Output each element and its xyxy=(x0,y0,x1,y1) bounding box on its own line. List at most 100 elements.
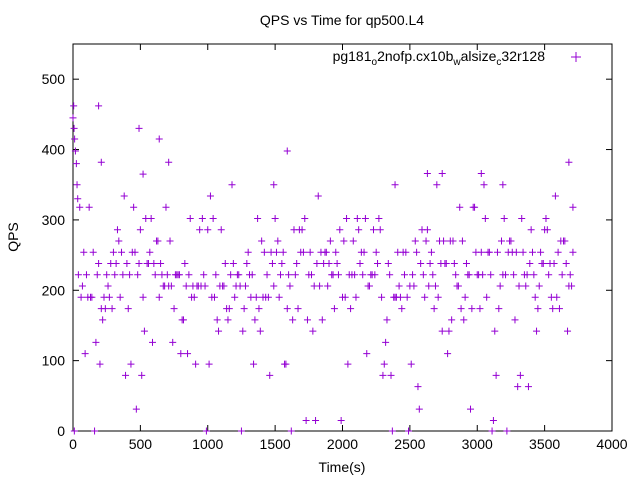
data-point xyxy=(533,327,541,335)
data-point xyxy=(149,338,157,346)
data-point xyxy=(182,282,190,290)
data-point xyxy=(566,271,574,279)
data-point xyxy=(179,316,187,324)
data-point xyxy=(503,427,511,435)
y-tick-label: 300 xyxy=(42,212,66,228)
data-point xyxy=(306,248,314,256)
data-point xyxy=(184,350,192,358)
data-point xyxy=(177,350,185,358)
data-point xyxy=(387,371,395,379)
chart-title: QPS vs Time for qp500.L4 xyxy=(260,12,424,28)
data-point xyxy=(564,327,572,335)
data-point xyxy=(96,360,104,368)
data-point-outlier xyxy=(438,169,446,177)
data-point xyxy=(258,237,266,245)
data-point xyxy=(384,260,392,268)
data-point xyxy=(422,237,430,245)
data-point xyxy=(549,305,557,313)
data-point-outlier xyxy=(71,135,79,143)
y-tick-label: 0 xyxy=(57,423,65,439)
data-point xyxy=(286,282,294,290)
data-point xyxy=(154,237,162,245)
data-point xyxy=(251,316,259,324)
data-point-outlier xyxy=(270,181,278,189)
y-tick-label: 100 xyxy=(42,353,66,369)
data-point xyxy=(454,282,462,290)
data-point-outlier xyxy=(477,169,485,177)
data-point xyxy=(402,248,410,256)
data-point xyxy=(130,203,138,211)
data-point xyxy=(324,282,332,290)
data-point xyxy=(363,350,371,358)
data-point xyxy=(185,271,193,279)
data-point xyxy=(456,203,464,211)
data-point xyxy=(489,416,497,424)
legend-marker-plus xyxy=(571,52,581,62)
data-point xyxy=(379,371,387,379)
data-point xyxy=(502,271,510,279)
data-point xyxy=(487,271,495,279)
y-axis-label: QPS xyxy=(5,222,21,252)
data-point xyxy=(550,260,558,268)
data-point xyxy=(537,248,545,256)
data-point xyxy=(76,203,84,211)
data-point xyxy=(204,226,212,234)
data-point xyxy=(318,316,326,324)
y-tick-label: 400 xyxy=(42,142,66,158)
data-point xyxy=(386,271,394,279)
data-point xyxy=(396,293,404,301)
data-point xyxy=(351,271,359,279)
data-point xyxy=(244,248,252,256)
data-point-outlier xyxy=(70,124,78,132)
data-point xyxy=(545,271,553,279)
data-point xyxy=(74,271,82,279)
data-point xyxy=(558,271,566,279)
data-point xyxy=(468,305,476,313)
data-point xyxy=(444,350,452,358)
data-point-outlier xyxy=(135,124,143,132)
data-point xyxy=(279,248,287,256)
data-point xyxy=(209,215,217,223)
data-point xyxy=(326,237,334,245)
data-point xyxy=(457,305,465,313)
data-point xyxy=(221,260,229,268)
axis-ticks: 0 500 1000 1500 2000 2500 3000 3500 4000 0 100 200 3… xyxy=(42,44,628,452)
data-point xyxy=(93,271,101,279)
data-point xyxy=(488,427,496,435)
data-point xyxy=(119,271,127,279)
data-point xyxy=(496,282,504,290)
data-point xyxy=(82,271,90,279)
data-point xyxy=(413,248,421,256)
data-point xyxy=(395,282,403,290)
data-point xyxy=(157,260,165,268)
data-point xyxy=(196,226,204,234)
data-point-outlier xyxy=(95,102,103,110)
data-point xyxy=(217,226,225,234)
data-point xyxy=(298,226,306,234)
legend-plus-icon xyxy=(571,52,581,62)
data-point xyxy=(289,316,297,324)
data-point xyxy=(210,293,218,301)
data-point xyxy=(134,271,142,279)
data-point xyxy=(452,271,460,279)
data-point xyxy=(167,282,175,290)
data-point xyxy=(518,215,526,223)
data-point-outlier xyxy=(569,203,577,211)
data-point xyxy=(237,427,245,435)
data-point xyxy=(95,260,103,268)
data-point xyxy=(407,360,415,368)
data-point-outlier xyxy=(70,102,78,110)
data-point xyxy=(493,248,501,256)
data-point xyxy=(325,260,333,268)
data-point-outlier xyxy=(73,181,81,189)
data-point xyxy=(438,327,446,335)
data-point xyxy=(268,260,276,268)
data-point xyxy=(255,305,263,313)
data-point xyxy=(301,215,309,223)
data-point xyxy=(415,405,423,413)
data-point xyxy=(507,237,515,245)
data-point xyxy=(308,271,316,279)
data-point xyxy=(122,371,130,379)
data-point xyxy=(480,181,488,189)
